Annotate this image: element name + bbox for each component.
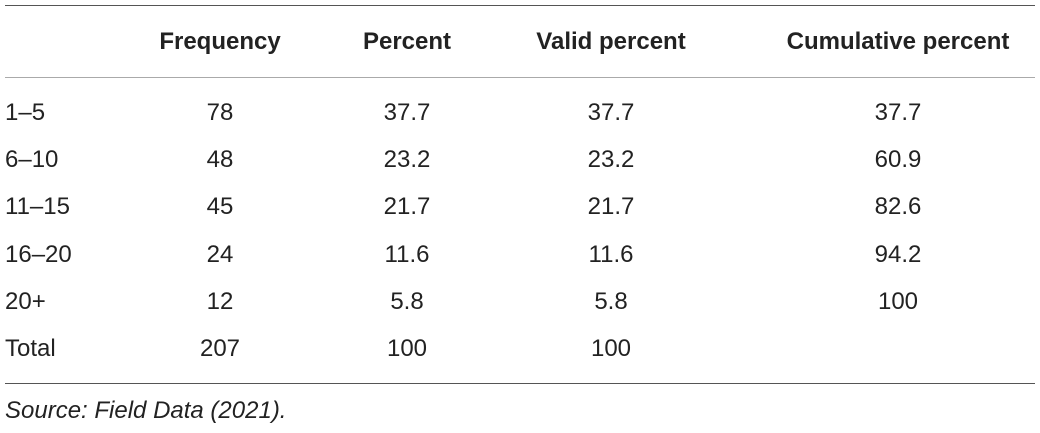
column-header: Frequency [159, 28, 281, 55]
bottom-rule [5, 383, 1035, 384]
table-cell: 11.6 [384, 240, 430, 268]
table-cell: 24 [206, 240, 234, 268]
row-label: 20+ [5, 287, 46, 315]
table-cell: 23.2 [383, 146, 431, 174]
table-cell: 100 [590, 335, 632, 362]
table-cell: 48 [206, 146, 234, 174]
table-cell: 23.2 [587, 146, 635, 174]
header-rule [5, 77, 1035, 78]
table-cell: 82.6 [874, 193, 922, 221]
table-cell: 37.7 [874, 99, 922, 126]
column-header: Cumulative percent [786, 28, 1010, 55]
source-note: Source: Field Data (2021). [5, 397, 287, 424]
table-cell: 100 [877, 287, 919, 315]
table-cell: 5.8 [390, 287, 424, 315]
row-label: Total [5, 335, 56, 362]
table-cell: 100 [386, 335, 428, 362]
column-header: Valid percent [536, 28, 686, 55]
table-cell: 5.8 [594, 287, 628, 315]
table-cell: 37.7 [587, 99, 635, 126]
table-cell: 11.6 [588, 240, 634, 268]
table-cell: 45 [206, 193, 234, 221]
row-label: 1–5 [5, 99, 46, 126]
table-cell: 94.2 [874, 240, 922, 268]
top-rule [5, 5, 1035, 6]
table-cell: 78 [206, 99, 234, 126]
table-cell: 207 [199, 335, 241, 362]
table-cell: 21.7 [383, 193, 431, 221]
row-label: 16–20 [5, 240, 72, 268]
row-label: 6–10 [5, 146, 59, 174]
column-header: Percent [362, 28, 452, 55]
row-label: 11–15 [5, 193, 70, 221]
table-cell: 12 [206, 287, 234, 315]
table-cell: 21.7 [587, 193, 635, 221]
table-cell: 60.9 [874, 146, 922, 174]
table-cell: 37.7 [383, 99, 431, 126]
